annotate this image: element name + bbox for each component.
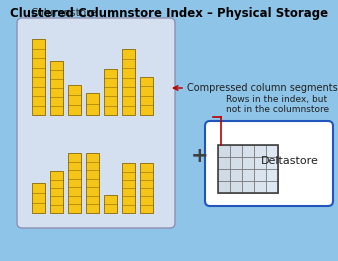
Bar <box>140 163 153 213</box>
Bar <box>140 76 153 115</box>
Text: +: + <box>191 146 209 166</box>
Text: Deltastore: Deltastore <box>261 157 319 167</box>
Bar <box>86 153 99 213</box>
Bar <box>32 183 45 213</box>
Bar <box>266 181 278 193</box>
Bar <box>68 153 81 213</box>
Text: Clustered Columnstore Index – Physical Storage: Clustered Columnstore Index – Physical S… <box>10 7 328 20</box>
Bar <box>266 157 278 169</box>
Text: Compressed column segments: Compressed column segments <box>187 83 338 93</box>
Bar <box>32 39 45 115</box>
Bar <box>266 145 278 157</box>
Bar <box>230 157 242 169</box>
Bar <box>254 145 266 157</box>
Bar <box>218 157 230 169</box>
Bar <box>86 93 99 115</box>
Bar <box>122 163 135 213</box>
Bar <box>254 157 266 169</box>
Bar <box>230 169 242 181</box>
Bar <box>242 169 254 181</box>
Bar <box>104 69 117 115</box>
Bar <box>266 169 278 181</box>
Bar <box>242 157 254 169</box>
FancyBboxPatch shape <box>205 121 333 206</box>
Bar <box>68 85 81 115</box>
Text: Rows in the index, but
not in the columnstore: Rows in the index, but not in the column… <box>226 94 329 114</box>
Bar <box>218 145 230 157</box>
Bar <box>122 49 135 115</box>
Bar <box>230 181 242 193</box>
Bar <box>230 145 242 157</box>
Bar <box>104 195 117 213</box>
Bar <box>50 61 63 115</box>
Bar <box>218 181 230 193</box>
Bar <box>50 171 63 213</box>
Bar <box>242 145 254 157</box>
Bar <box>218 145 278 193</box>
Bar <box>242 181 254 193</box>
Text: Columnstore: Columnstore <box>30 8 97 18</box>
Bar <box>254 169 266 181</box>
Bar <box>254 181 266 193</box>
FancyBboxPatch shape <box>17 18 175 228</box>
Bar <box>218 169 230 181</box>
